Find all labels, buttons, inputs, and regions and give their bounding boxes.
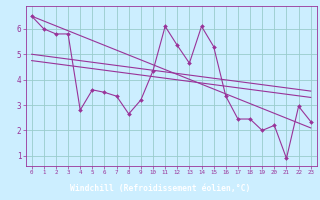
Text: Windchill (Refroidissement éolien,°C): Windchill (Refroidissement éolien,°C) — [70, 184, 250, 193]
